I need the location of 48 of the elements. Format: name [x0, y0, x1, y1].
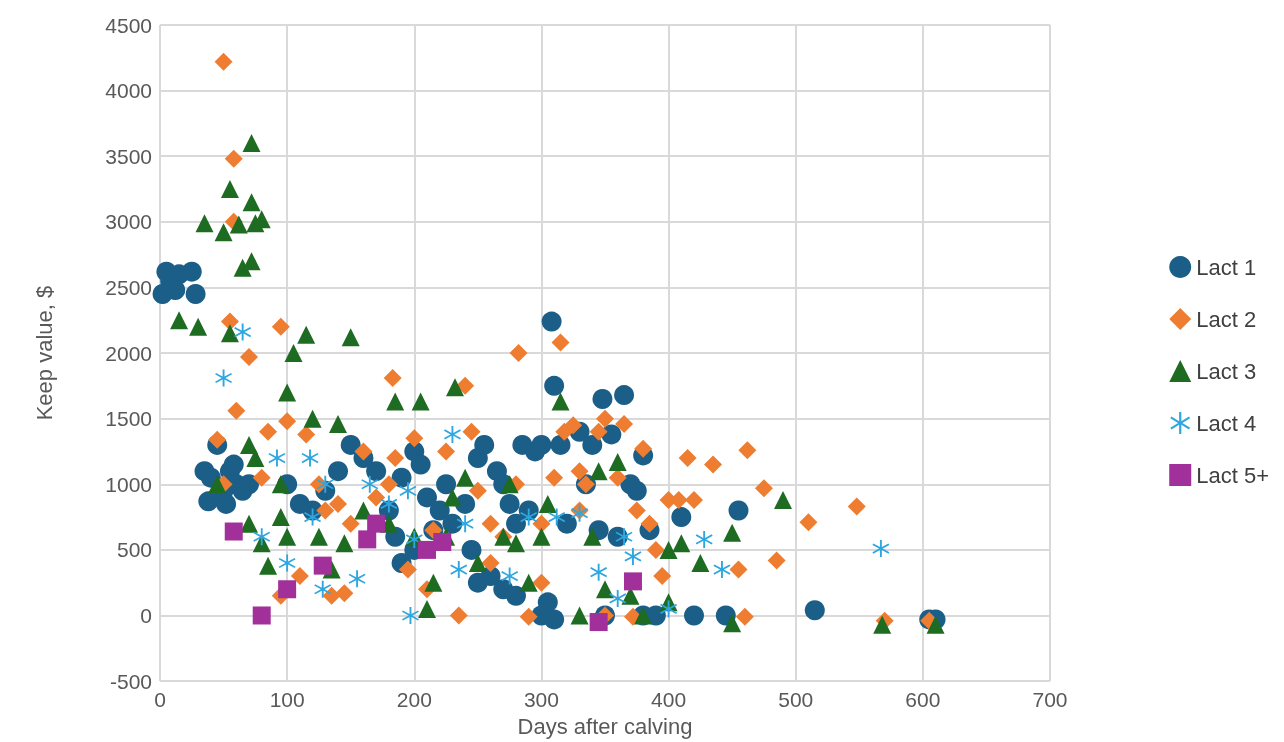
x-tick-label: 200 — [396, 688, 432, 712]
y-axis-title: Keep value, $ — [31, 285, 57, 421]
y-tick-label: 3000 — [105, 210, 152, 234]
point — [268, 449, 286, 467]
point — [872, 540, 890, 558]
x-tick-label: 500 — [778, 688, 814, 712]
y-tick-label: 4500 — [105, 13, 152, 37]
x-tick-label: 100 — [269, 688, 305, 712]
point — [348, 570, 366, 588]
point — [252, 606, 271, 625]
point — [590, 563, 608, 581]
point — [234, 323, 252, 341]
y-tick-label: 2000 — [105, 341, 152, 365]
point — [399, 482, 417, 500]
point — [433, 533, 452, 552]
y-tick-label: 500 — [116, 538, 152, 562]
point — [358, 530, 377, 549]
point — [443, 425, 461, 443]
y-tick-label: 1000 — [105, 472, 152, 496]
point — [224, 522, 243, 541]
x-tick-label: 600 — [905, 688, 941, 712]
y-tick-label: 3500 — [105, 144, 152, 168]
y-tick-label: 0 — [140, 603, 152, 627]
point — [623, 572, 642, 591]
point — [450, 561, 468, 579]
legend-label: Lact 4 — [1196, 410, 1257, 436]
legend-label: Lact 1 — [1196, 254, 1257, 280]
point — [695, 530, 713, 548]
legend-label: Lact 2 — [1196, 306, 1257, 332]
legend-label: Lact 3 — [1196, 358, 1257, 384]
point — [609, 589, 627, 607]
point — [501, 567, 519, 585]
x-tick-label: 300 — [523, 688, 559, 712]
point — [301, 449, 319, 467]
point — [278, 554, 296, 572]
point — [361, 475, 379, 493]
point — [589, 613, 608, 632]
point — [713, 561, 731, 579]
y-tick-label: 1500 — [105, 407, 152, 431]
y-tick-label: 4000 — [105, 79, 152, 103]
x-tick-label: 700 — [1032, 688, 1068, 712]
y-tick-label: -500 — [109, 669, 152, 693]
y-tick-label: 2500 — [105, 275, 152, 299]
x-axis-title: Days after calving — [517, 713, 693, 739]
x-tick-label: 400 — [651, 688, 687, 712]
point — [215, 369, 233, 387]
point — [624, 547, 642, 565]
legend-label: Lact 5+ — [1196, 462, 1269, 488]
